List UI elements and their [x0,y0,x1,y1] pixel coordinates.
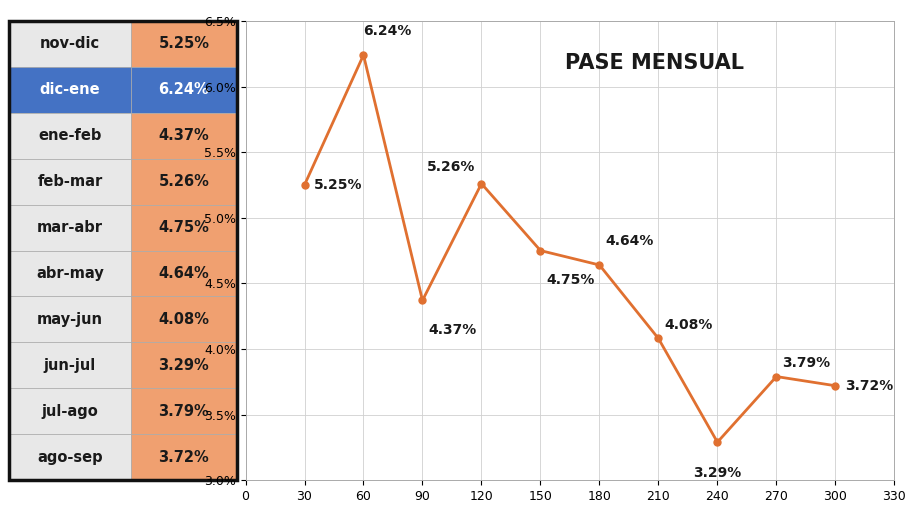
Text: mar-abr: mar-abr [37,220,103,235]
Bar [131,159,237,205]
Bar [131,342,237,388]
Bar [131,67,237,113]
Text: ene-feb: ene-feb [38,128,102,143]
Text: 4.64%: 4.64% [606,234,654,248]
Text: 3.79%: 3.79% [783,357,831,371]
Bar [9,251,131,296]
Text: 4.08%: 4.08% [665,318,713,333]
Text: 3.72%: 3.72% [158,450,209,465]
Text: 4.75%: 4.75% [547,273,595,287]
Text: 3.29%: 3.29% [158,358,209,373]
Text: 4.37%: 4.37% [158,128,209,143]
Text: 5.25%: 5.25% [158,37,210,51]
Text: 3.72%: 3.72% [845,379,893,393]
Text: 3.79%: 3.79% [158,404,209,419]
Bar [9,113,131,159]
Text: 5.25%: 5.25% [314,178,363,192]
Bar [9,388,131,434]
Text: 5.26%: 5.26% [427,160,476,173]
Bar [9,67,131,113]
Text: 6.24%: 6.24% [158,82,209,97]
Text: 5.26%: 5.26% [158,174,209,189]
Bar [131,388,237,434]
Text: abr-may: abr-may [36,266,104,281]
Text: 4.64%: 4.64% [158,266,209,281]
Bar [9,21,131,67]
Bar [131,21,237,67]
Text: jun-jul: jun-jul [44,358,96,373]
Text: nov-dic: nov-dic [40,37,100,51]
Bar [9,296,131,342]
Text: may-jun: may-jun [37,312,103,327]
Bar [131,434,237,480]
Text: PASE MENSUAL: PASE MENSUAL [565,53,744,73]
Text: 4.08%: 4.08% [158,312,210,327]
Bar [131,251,237,296]
Text: 3.29%: 3.29% [694,466,742,480]
Bar [9,434,131,480]
Text: dic-ene: dic-ene [40,82,100,97]
Bar [131,296,237,342]
Bar [9,342,131,388]
Bar [131,113,237,159]
Text: 4.37%: 4.37% [429,323,477,337]
Bar [9,205,131,251]
Bar [9,159,131,205]
Text: 4.75%: 4.75% [158,220,209,235]
Text: feb-mar: feb-mar [37,174,103,189]
Text: ago-sep: ago-sep [37,450,103,465]
Text: 6.24%: 6.24% [363,24,412,38]
Bar [131,205,237,251]
Text: jul-ago: jul-ago [42,404,98,419]
